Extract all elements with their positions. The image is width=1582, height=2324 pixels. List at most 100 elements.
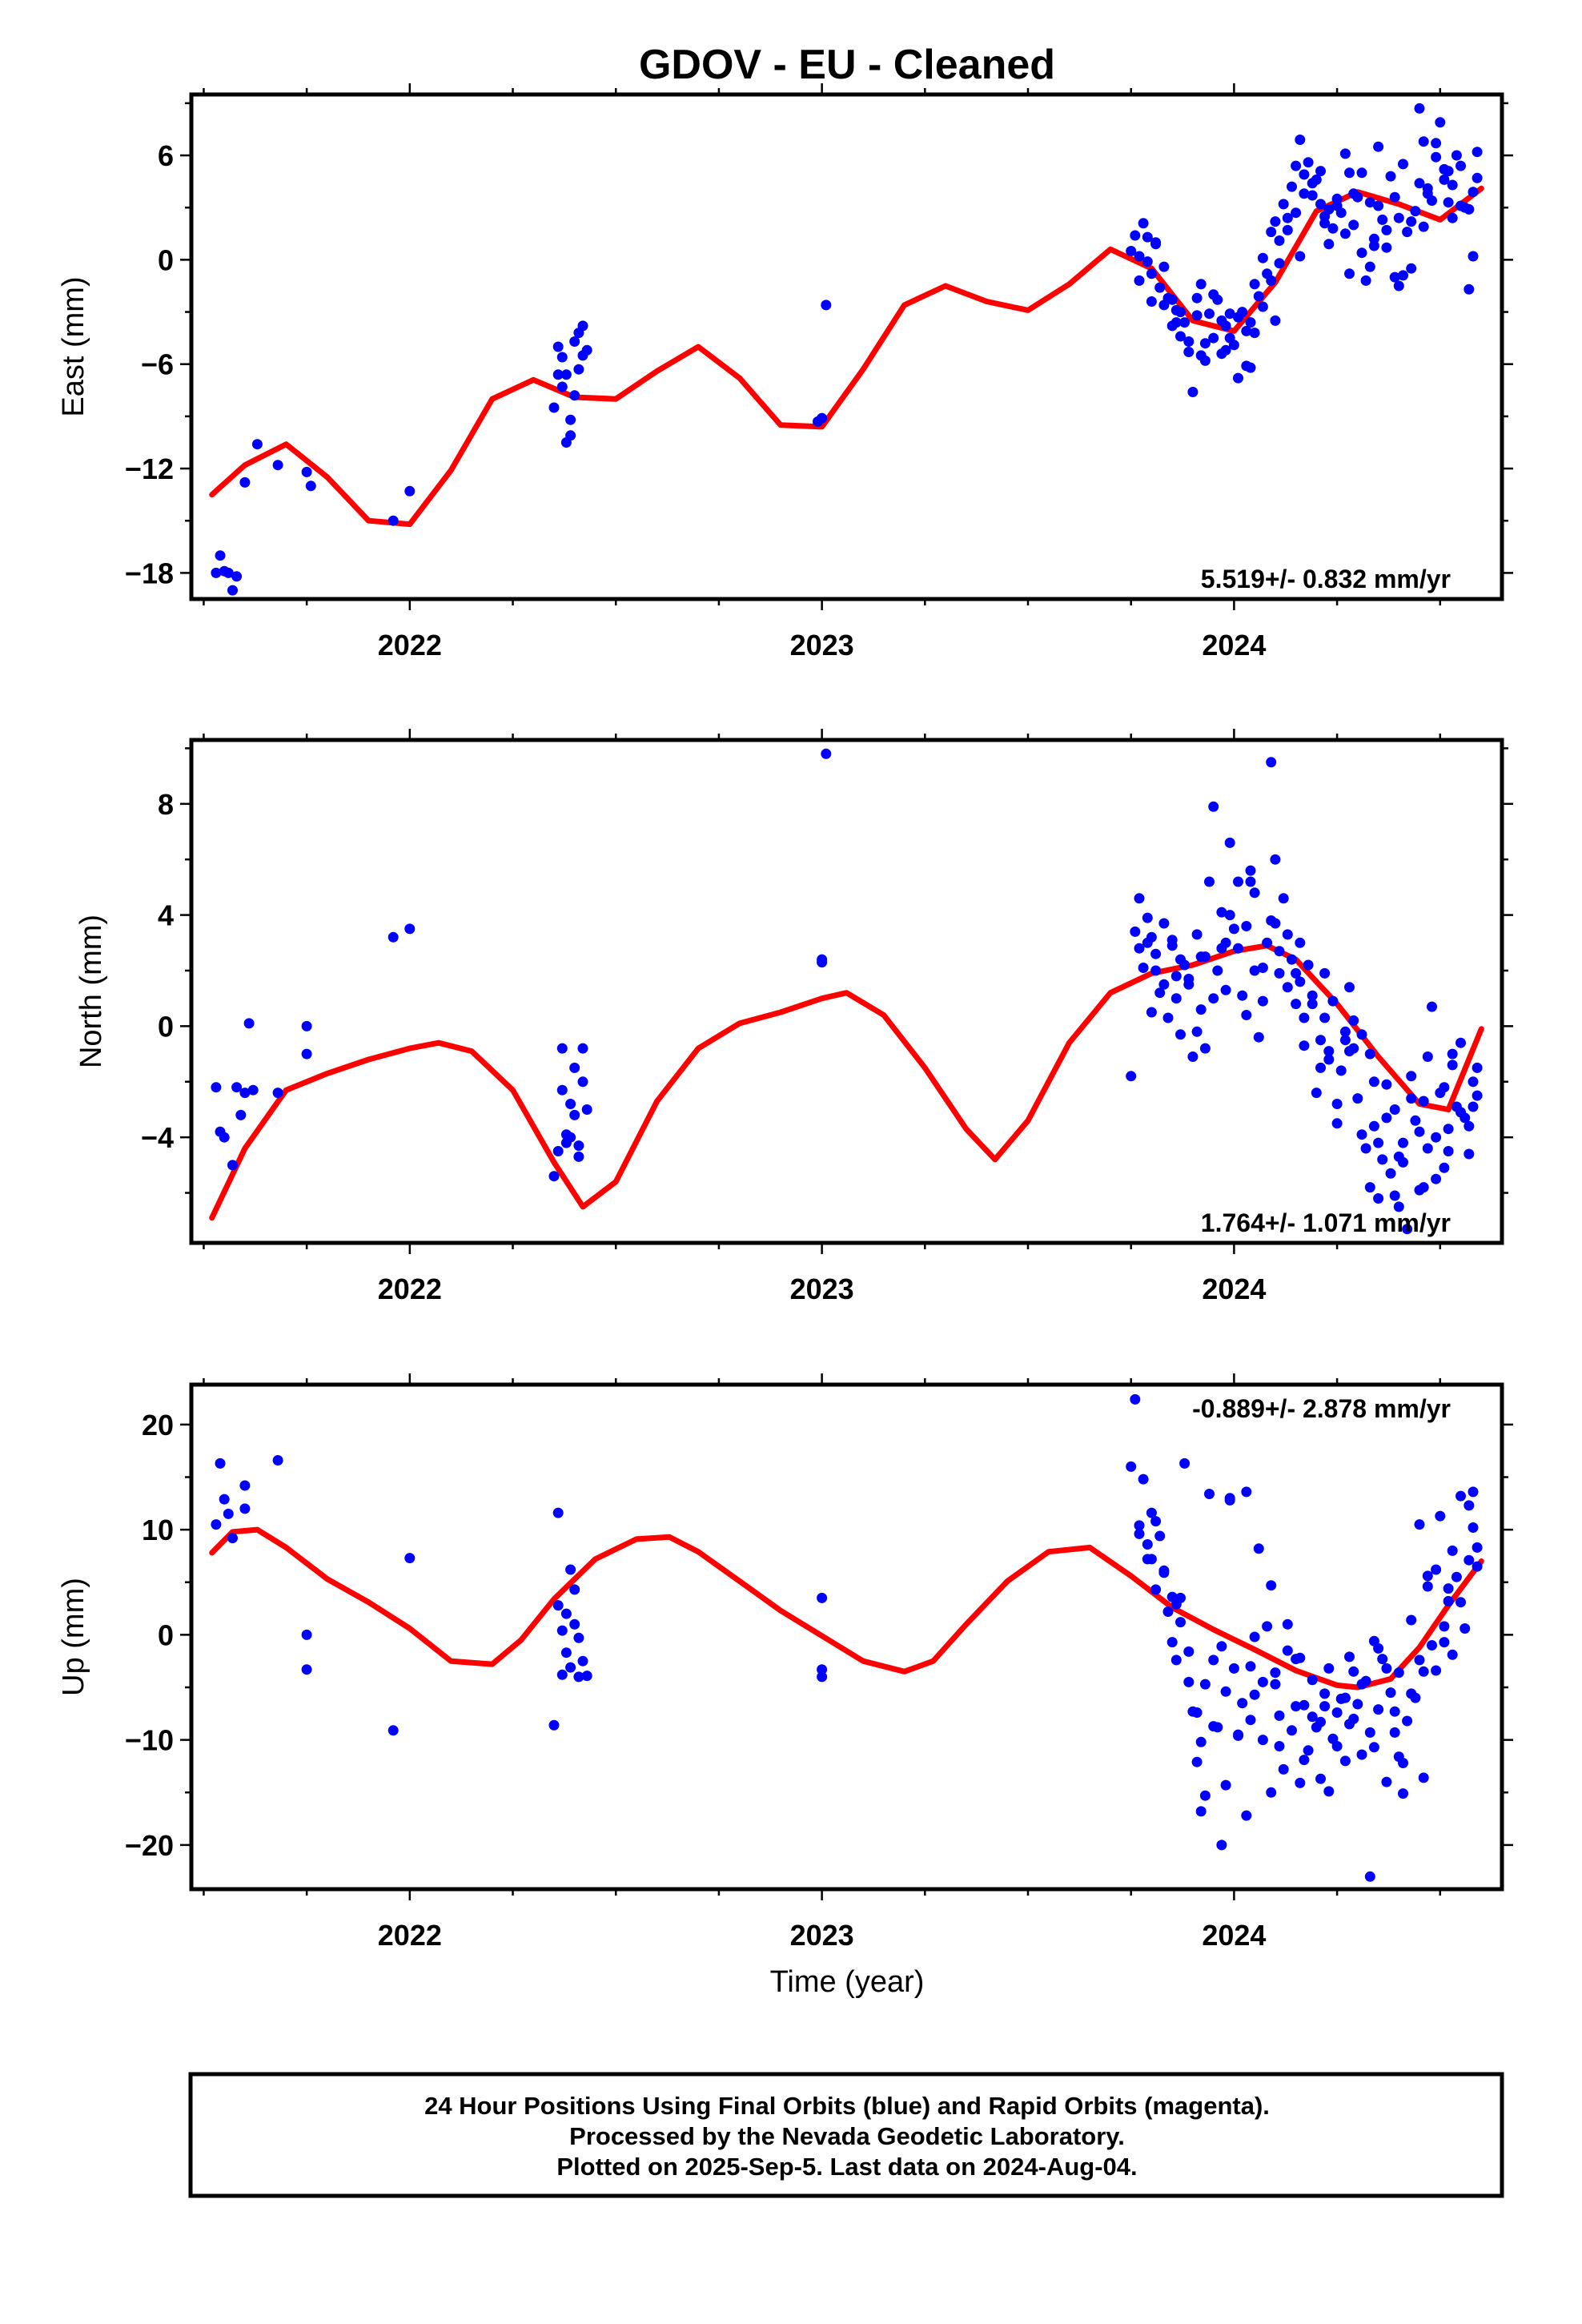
data-point <box>1150 948 1162 959</box>
data-point <box>1299 1012 1310 1023</box>
data-point <box>565 1564 576 1575</box>
data-point <box>1266 757 1277 768</box>
data-point <box>1266 915 1277 926</box>
data-point <box>1406 1093 1417 1104</box>
data-point <box>1344 1046 1355 1057</box>
y-tick-label: −20 <box>125 1829 174 1862</box>
data-point <box>1344 1719 1355 1730</box>
data-point <box>560 1608 572 1619</box>
data-point <box>1389 1190 1400 1201</box>
data-point <box>1356 1129 1367 1140</box>
data-point <box>1158 261 1170 272</box>
data-point <box>1368 1635 1379 1647</box>
data-point <box>1381 1663 1392 1674</box>
data-point <box>1422 1570 1433 1582</box>
data-point <box>1418 1772 1429 1783</box>
data-point <box>211 567 222 578</box>
data-point <box>1352 1699 1363 1710</box>
data-point <box>1282 929 1293 940</box>
data-point <box>1456 1037 1466 1048</box>
up-y-tick-labels: −20 −10 0 10 20 <box>125 1409 174 1862</box>
data-point <box>1287 954 1297 965</box>
data-point <box>1142 231 1153 243</box>
data-point <box>1327 995 1339 1007</box>
data-point <box>1224 837 1235 848</box>
data-point <box>1447 212 1458 223</box>
data-point <box>1146 1507 1157 1518</box>
caption-line-3: Plotted on 2025-Sep-5. Last data on 2024… <box>556 2153 1137 2181</box>
data-point <box>1472 1062 1483 1073</box>
data-point <box>1134 251 1145 262</box>
y-tick-label: 10 <box>142 1514 174 1546</box>
data-point <box>231 571 243 582</box>
data-point <box>1216 348 1227 360</box>
north-plot-frame <box>189 738 1504 1245</box>
data-point <box>1381 1079 1392 1090</box>
data-point <box>1291 1701 1302 1712</box>
data-point <box>1257 1735 1268 1746</box>
data-point <box>1274 1741 1285 1751</box>
data-point <box>301 1020 312 1031</box>
data-point <box>1385 1687 1396 1699</box>
data-point <box>272 1455 283 1466</box>
north-y-tick-labels: −4 0 4 8 <box>141 788 174 1154</box>
data-point <box>1299 1755 1310 1766</box>
data-point <box>1406 1688 1417 1699</box>
data-point <box>1431 1173 1442 1184</box>
data-point <box>1150 1584 1162 1595</box>
data-point <box>1439 1621 1450 1632</box>
data-point <box>1447 1059 1458 1071</box>
data-point <box>1241 1810 1252 1821</box>
data-point <box>1191 310 1203 321</box>
data-point <box>1406 1614 1417 1626</box>
data-point <box>219 1494 230 1505</box>
data-point <box>1245 1715 1256 1726</box>
data-point <box>1431 1564 1442 1575</box>
north-rate-text: 1.764+/- 1.071 mm/yr <box>1201 1208 1451 1237</box>
data-point <box>1126 1461 1137 1472</box>
data-point <box>1319 967 1331 979</box>
data-point <box>1447 1048 1458 1059</box>
data-point <box>1257 995 1268 1007</box>
data-point <box>1443 1595 1454 1606</box>
fit-curve <box>209 185 1484 528</box>
data-point <box>1373 200 1384 211</box>
data-point <box>227 1533 238 1544</box>
data-point <box>1323 1054 1335 1065</box>
up-points <box>211 1393 1483 1882</box>
data-point <box>1146 268 1157 279</box>
data-point <box>569 1584 580 1595</box>
data-point <box>1257 301 1268 312</box>
east-x-tick-labels: 2022 2023 2024 <box>378 629 1267 661</box>
y-tick-label: 8 <box>158 788 174 821</box>
up-rate-text: -0.889+/- 2.878 mm/yr <box>1192 1394 1451 1423</box>
data-point <box>1291 207 1302 219</box>
east-y-axis-label: East (mm) <box>57 276 90 416</box>
data-point <box>1175 954 1186 965</box>
data-point <box>1146 931 1157 943</box>
data-point <box>1364 197 1375 208</box>
data-point <box>552 341 564 352</box>
data-point <box>1393 1751 1404 1763</box>
data-point <box>1418 221 1429 232</box>
data-point <box>1191 292 1203 304</box>
up-ticks <box>180 1373 1513 1900</box>
data-point <box>1241 1010 1252 1020</box>
data-point <box>1315 1035 1326 1046</box>
data-point <box>1427 1001 1437 1012</box>
data-point <box>1262 1621 1273 1632</box>
data-point <box>1150 237 1162 248</box>
data-point <box>1266 1787 1277 1798</box>
data-point <box>1208 289 1219 300</box>
data-point <box>1134 943 1145 954</box>
data-point <box>560 369 572 380</box>
data-point <box>1208 332 1219 344</box>
data-point <box>239 1088 251 1099</box>
data-point <box>219 1132 230 1143</box>
data-point <box>1228 1663 1239 1674</box>
data-point <box>1195 1004 1207 1015</box>
panel-east: −18 −12 −6 0 6 2022 2023 2024 East (mm) 5.519+… <box>57 83 1513 661</box>
y-tick-label: 0 <box>158 1010 174 1043</box>
caption-box: 24 Hour Positions Using Final Orbits (bl… <box>188 2072 1504 2198</box>
data-point <box>1364 1048 1375 1059</box>
